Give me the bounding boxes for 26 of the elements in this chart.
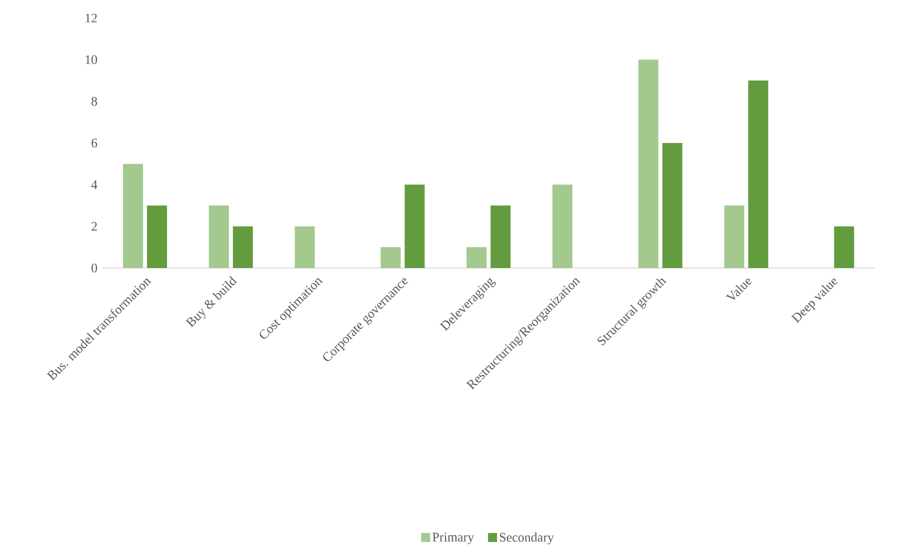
y-tick-label: 8 xyxy=(92,96,98,106)
bar xyxy=(490,205,511,268)
y-tick-label: 12 xyxy=(86,14,97,22)
x-tick-label: Value xyxy=(726,278,752,300)
bar xyxy=(147,205,168,268)
bar xyxy=(638,60,658,268)
bar xyxy=(662,142,682,268)
bar xyxy=(123,164,144,268)
y-tick-label: 6 xyxy=(92,138,98,148)
y-tick-label: 4 xyxy=(91,180,98,189)
bar xyxy=(380,247,401,268)
y-tick-label: 2 xyxy=(92,222,97,231)
bar xyxy=(834,226,854,268)
legend-label: Primary xyxy=(432,532,474,544)
bar xyxy=(748,80,768,268)
bar xyxy=(466,247,487,268)
legend-label: Secondary xyxy=(500,532,554,544)
y-tick-label: 10 xyxy=(86,55,98,64)
bar xyxy=(724,205,744,268)
bar xyxy=(294,226,315,268)
bar xyxy=(232,226,253,268)
bar xyxy=(208,205,229,268)
bar xyxy=(552,184,572,268)
y-tick-label: 0 xyxy=(92,264,98,272)
bar xyxy=(404,184,425,268)
x-tick-label: Deep value xyxy=(791,278,838,324)
